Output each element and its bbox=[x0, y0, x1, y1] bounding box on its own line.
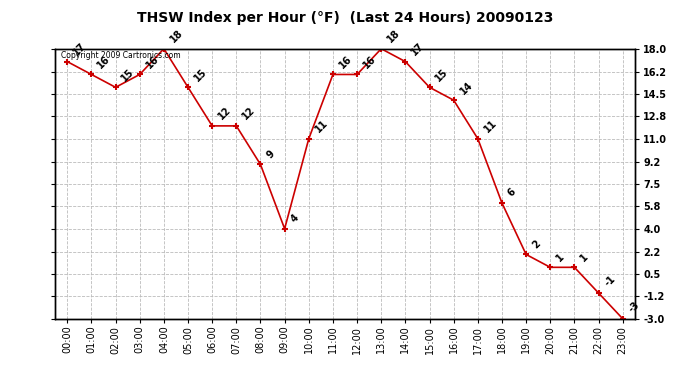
Text: 15: 15 bbox=[193, 66, 209, 83]
Text: THSW Index per Hour (°F)  (Last 24 Hours) 20090123: THSW Index per Hour (°F) (Last 24 Hours)… bbox=[137, 11, 553, 25]
Text: 6: 6 bbox=[506, 187, 518, 199]
Text: 4: 4 bbox=[289, 213, 301, 225]
Text: 18: 18 bbox=[168, 28, 185, 45]
Text: 11: 11 bbox=[482, 118, 499, 135]
Text: 16: 16 bbox=[362, 54, 378, 70]
Text: 1: 1 bbox=[555, 251, 566, 263]
Text: 12: 12 bbox=[217, 105, 233, 122]
Text: 2: 2 bbox=[531, 238, 542, 250]
Text: 11: 11 bbox=[313, 118, 330, 135]
Text: 15: 15 bbox=[120, 66, 137, 83]
Text: 14: 14 bbox=[458, 80, 475, 96]
Text: 16: 16 bbox=[144, 54, 161, 70]
Text: 1: 1 bbox=[579, 251, 591, 263]
Text: -1: -1 bbox=[603, 274, 618, 289]
Text: 9: 9 bbox=[265, 148, 277, 160]
Text: Copyright 2009 Cartronics.com: Copyright 2009 Cartronics.com bbox=[61, 51, 181, 60]
Text: 15: 15 bbox=[434, 66, 451, 83]
Text: 17: 17 bbox=[72, 41, 88, 57]
Text: 12: 12 bbox=[241, 105, 257, 122]
Text: 17: 17 bbox=[410, 41, 426, 57]
Text: 16: 16 bbox=[96, 54, 112, 70]
Text: 16: 16 bbox=[337, 54, 354, 70]
Text: -3: -3 bbox=[627, 300, 642, 315]
Text: 18: 18 bbox=[386, 28, 402, 45]
